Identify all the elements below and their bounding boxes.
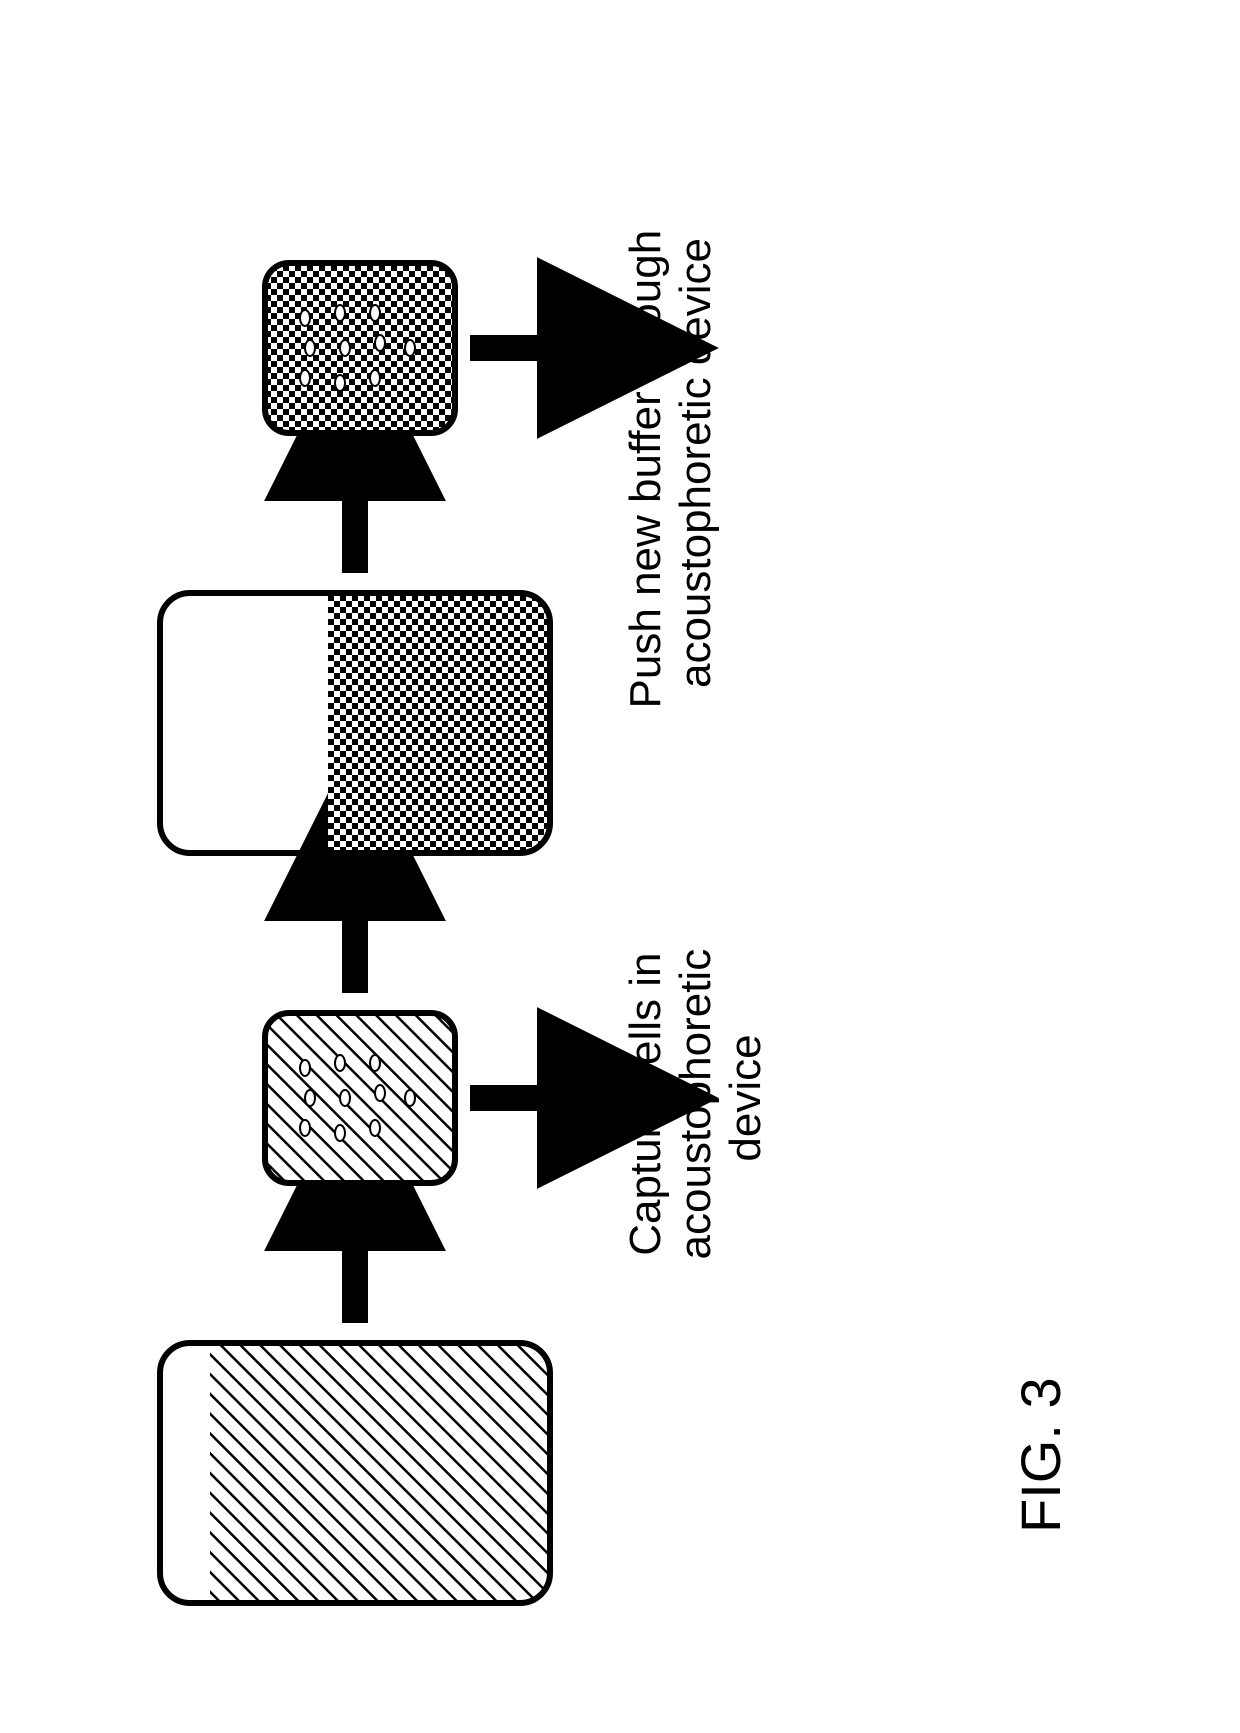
device-2 [265,263,455,433]
step1-label: Capture cells in acoustophoretic device [621,937,770,1260]
container-1 [160,1343,550,1603]
device-1 [265,1013,455,1183]
step2-label: Push new buffer through acoustophoretic … [621,218,720,709]
container-2 [160,593,550,853]
figure-label: FIG. 3 [1009,1377,1072,1533]
figure-3-diagram: Capture cells in acoustophoretic device … [0,0,1240,1733]
